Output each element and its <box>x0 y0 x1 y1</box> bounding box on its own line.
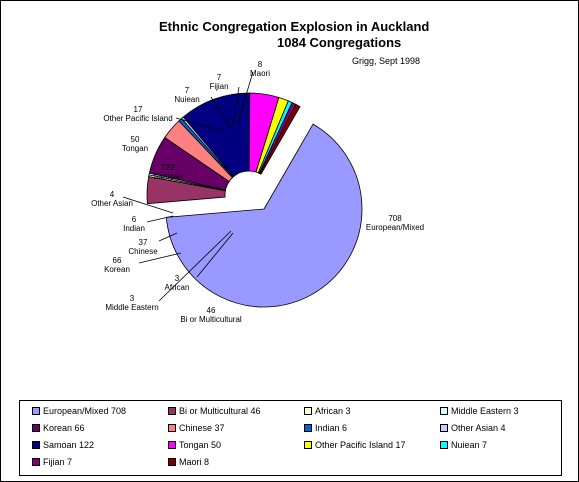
legend-swatch <box>168 424 176 432</box>
chart-title: Ethnic Congregation Explosion in Aucklan… <box>159 19 430 34</box>
slice-value-label: 7 <box>185 86 190 95</box>
pie-slice-european-mixed <box>165 123 363 308</box>
leader-line <box>138 252 182 264</box>
legend-label: Middle Eastern 3 <box>451 406 519 416</box>
slice-value-label: 46 <box>207 306 216 315</box>
slice-name-label: Nuiean <box>174 95 199 104</box>
legend-item-bi-or-multicultural: Bi or Multicultural 46 <box>168 406 261 416</box>
legend-swatch <box>168 441 176 449</box>
pie-slice-samoan <box>182 92 251 178</box>
legend-swatch <box>32 407 40 415</box>
legend-label: Samoan 122 <box>43 440 95 450</box>
legend-item-fijian: Fijian 7 <box>32 457 72 467</box>
legend-swatch <box>32 458 40 466</box>
legend-label: Tongan 50 <box>179 440 222 450</box>
leader-line <box>196 232 234 278</box>
chart-subtitle: 1084 Congregations <box>277 35 402 50</box>
legend-label: Korean 66 <box>43 423 85 433</box>
legend-item-nuiean: Nuiean 7 <box>440 440 487 450</box>
leader-line <box>158 230 232 302</box>
legend-swatch <box>168 407 176 415</box>
legend-swatch <box>168 458 176 466</box>
legend-label: Other Asian 4 <box>451 423 506 433</box>
slice-name-label: Bi or Multicultural <box>180 315 242 324</box>
slice-name-label: Other Pacific Island <box>103 114 172 123</box>
leader-line <box>122 196 174 214</box>
slice-value-label: 50 <box>131 135 140 144</box>
legend-swatch <box>440 424 448 432</box>
legend-item-chinese: Chinese 37 <box>168 423 225 433</box>
legend-item-african: African 3 <box>304 406 351 416</box>
legend-item-other-asian: Other Asian 4 <box>440 423 506 433</box>
legend-label: Maori 8 <box>179 457 210 467</box>
leader-line <box>232 86 240 128</box>
slice-value-label: 17 <box>134 105 143 114</box>
leader-line <box>210 96 232 130</box>
slice-value-label: 6 <box>132 215 137 224</box>
slice-name-label: Samoan <box>153 172 183 181</box>
legend-swatch <box>304 407 312 415</box>
slice-value-label: 7 <box>217 73 222 82</box>
legend-label: Fijian 7 <box>43 457 73 467</box>
pie-slice-maori <box>259 103 301 175</box>
chart-source: Grigg, Sept 1998 <box>352 56 421 66</box>
chart-legend: European/Mixed 708 Bi or Multicultural 46… <box>19 400 562 476</box>
legend-swatch <box>304 424 312 432</box>
legend-label: European/Mixed 708 <box>43 406 127 416</box>
slice-name-label: Maori <box>250 69 270 78</box>
leader-line <box>175 117 224 132</box>
legend-item-tongan: Tongan 50 <box>168 440 221 450</box>
slice-name-label: Other Asian <box>91 199 133 208</box>
slice-value-label: 708 <box>388 214 402 223</box>
legend-item-korean: Korean 66 <box>32 423 85 433</box>
slice-name-label: Fijian <box>209 82 228 91</box>
legend-item-maori: Maori 8 <box>168 457 209 467</box>
slice-name-label: Chinese <box>128 247 158 256</box>
legend-item-indian: Indian 6 <box>304 423 347 433</box>
slice-value-label: 37 <box>139 238 148 247</box>
legend-item-samoan: Samoan 122 <box>32 440 94 450</box>
legend-item-middle-eastern: Middle Eastern 3 <box>440 406 519 416</box>
legend-swatch <box>32 424 40 432</box>
slice-value-label: 66 <box>113 256 122 265</box>
slice-value-label: 3 <box>175 274 180 283</box>
legend-swatch <box>32 441 40 449</box>
slice-value-label: 8 <box>258 60 263 69</box>
leader-line <box>158 232 178 242</box>
slice-name-label: Middle Eastern <box>105 303 158 312</box>
legend-item-other-pacific-island: Other Pacific Island 17 <box>304 440 406 450</box>
slice-name-label: Korean <box>104 265 130 274</box>
slice-name-label: African <box>165 283 190 292</box>
slice-name-label: Indian <box>123 224 145 233</box>
legend-item-european-mixed: European/Mixed 708 <box>32 406 126 416</box>
legend-label: African 3 <box>315 406 351 416</box>
legend-swatch <box>304 441 312 449</box>
slice-value-label: 3 <box>130 294 135 303</box>
legend-label: Indian 6 <box>315 423 348 433</box>
slice-name-label: Tongan <box>122 144 148 153</box>
legend-label: Bi or Multicultural 46 <box>179 406 261 416</box>
legend-label: Nuiean 7 <box>451 440 488 450</box>
legend-label: Chinese 37 <box>179 423 225 433</box>
leader-line <box>236 71 254 126</box>
slice-name-label: European/Mixed <box>366 223 424 232</box>
leader-line <box>146 215 174 223</box>
legend-swatch <box>440 441 448 449</box>
slice-value-label: 4 <box>110 190 115 199</box>
slice-value-label: 122 <box>161 163 175 172</box>
legend-label: Other Pacific Island 17 <box>315 440 406 450</box>
legend-swatch <box>440 407 448 415</box>
